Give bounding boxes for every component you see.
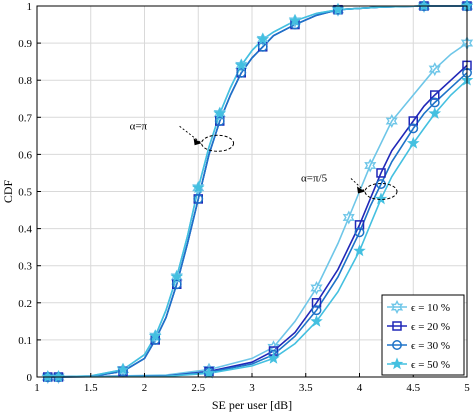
annotation-arrowhead (357, 186, 365, 194)
series-marker (311, 298, 322, 308)
series-marker (364, 158, 377, 173)
series-marker (353, 244, 366, 257)
series-marker (331, 2, 345, 17)
series-marker (288, 14, 302, 27)
series-marker (417, 0, 431, 14)
y-tick-label: 0.4 (18, 224, 32, 236)
x-tick-label: 1.5 (84, 382, 98, 394)
x-tick-label: 5 (464, 382, 470, 394)
y-tick-label: 0.2 (18, 298, 32, 310)
series-marker (202, 366, 216, 379)
series-marker (193, 193, 204, 204)
series-marker (170, 269, 183, 284)
y-tick-label: 0.7 (18, 112, 32, 124)
series-marker (236, 67, 247, 78)
x-tick-label: 3.5 (299, 382, 313, 394)
series-marker (170, 270, 184, 283)
marker-group (41, 0, 474, 385)
annotation-group: α=π α=π/5 (130, 120, 398, 200)
y-tick-label: 1 (27, 1, 33, 13)
y-tick-label: 0.9 (18, 38, 32, 50)
series-marker (256, 32, 269, 47)
series-marker (310, 314, 323, 327)
series-marker (52, 369, 65, 385)
x-tick-label: 4.5 (406, 382, 420, 394)
series-marker (342, 210, 355, 225)
series-marker (408, 116, 418, 126)
y-axis-label: CDF (1, 180, 15, 204)
x-tick-label: 3 (249, 382, 255, 394)
annotation-arrow-line (179, 125, 202, 144)
y-tick-label: 0.5 (18, 187, 32, 199)
legend-label: ϵ = 10 % (411, 302, 450, 314)
series-marker (408, 123, 419, 134)
annotation-arrow-line (350, 178, 366, 192)
series-line (58, 42, 468, 378)
annotation-label: α=π/5 (301, 173, 328, 185)
legend-marker (390, 357, 404, 370)
series-marker (148, 329, 162, 342)
series-group (47, 5, 468, 378)
series-line (58, 72, 468, 378)
series-marker (428, 62, 441, 77)
series-line (47, 5, 467, 378)
y-tick-label: 0 (27, 372, 33, 384)
annotation-arrowhead (193, 138, 202, 146)
series-marker (267, 351, 280, 364)
series-marker (171, 279, 182, 290)
series-marker (235, 58, 248, 73)
y-tick-label: 0.8 (18, 75, 32, 87)
grid (36, 5, 468, 378)
y-tick-label: 0.1 (18, 335, 32, 347)
legend-label: ϵ = 50 % (411, 359, 450, 371)
legend-label: ϵ = 20 % (411, 321, 450, 333)
series-marker (192, 180, 205, 195)
series-marker (429, 97, 440, 108)
x-tick-label: 4 (357, 382, 363, 394)
legend-marker (390, 299, 404, 315)
series-marker (149, 329, 162, 344)
y-tick-label: 0.6 (18, 149, 32, 161)
series-marker (376, 168, 386, 178)
series-line (47, 5, 467, 378)
annotation-label: α=π (130, 120, 148, 132)
series-marker (354, 220, 365, 230)
series-marker (41, 370, 55, 383)
x-tick-label: 2 (142, 382, 148, 394)
series-marker (385, 113, 398, 129)
y-tick-label: 0.3 (18, 261, 32, 273)
legend-label: ϵ = 30 % (411, 340, 450, 352)
series-marker (213, 106, 226, 121)
series-marker (288, 13, 302, 28)
series-marker (191, 181, 205, 194)
series-marker (52, 370, 65, 383)
series-marker (406, 136, 420, 149)
series-marker (428, 106, 442, 119)
legend-marker (392, 340, 402, 350)
legend-marker (392, 321, 402, 331)
series-marker (417, 0, 431, 12)
series-marker (234, 58, 248, 71)
series-marker (116, 362, 130, 375)
series-marker (311, 305, 322, 316)
series-marker (214, 116, 225, 126)
series-marker (374, 192, 388, 205)
annotation-ellipse (364, 183, 398, 200)
series-marker (430, 90, 440, 100)
series-marker (354, 227, 365, 238)
series-line (58, 64, 468, 378)
legend: ϵ = 10 % ϵ = 20 % ϵ = 30 % ϵ = 50 % (381, 294, 465, 376)
series-marker (257, 41, 268, 52)
x-axis-label: SE per user [dB] (212, 398, 292, 412)
annotation-ellipse (201, 134, 235, 152)
x-tick-label: 2.5 (191, 382, 205, 394)
series-marker (310, 280, 323, 296)
series-marker (331, 3, 345, 16)
x-tick-label: 1 (34, 382, 40, 394)
series-marker (213, 106, 227, 119)
series-marker (256, 32, 270, 45)
